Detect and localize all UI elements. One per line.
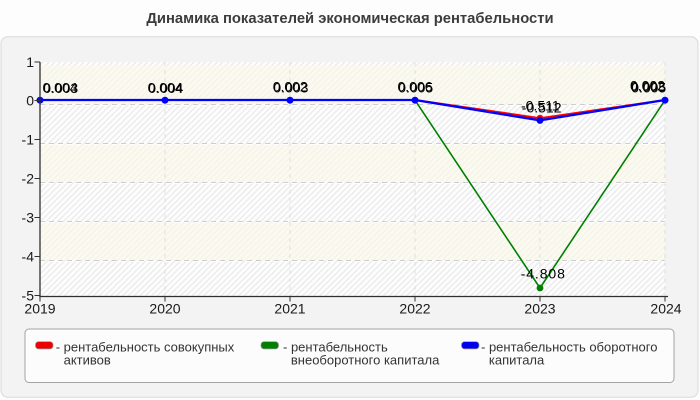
svg-text:0.003: 0.003: [43, 80, 78, 96]
svg-text:капитала: капитала: [489, 353, 545, 368]
svg-text:1: 1: [26, 54, 34, 70]
svg-text:2020: 2020: [149, 300, 180, 316]
svg-text:-3: -3: [22, 209, 35, 225]
svg-text:0.002: 0.002: [630, 78, 665, 94]
svg-text:2023: 2023: [524, 300, 555, 316]
svg-text:Динамика показателей экономиче: Динамика показателей экономическая рента…: [146, 11, 553, 27]
svg-text:активов: активов: [64, 353, 111, 368]
svg-text:0.006: 0.006: [398, 79, 433, 95]
svg-text:0.004: 0.004: [148, 80, 183, 96]
svg-text:-2: -2: [22, 170, 35, 186]
svg-text:0.003: 0.003: [631, 79, 666, 95]
svg-text:-1: -1: [22, 131, 35, 147]
svg-text:- рентабельность оборотного: - рентабельность оборотного: [481, 340, 657, 355]
svg-text:-4.808: -4.808: [521, 265, 566, 281]
svg-text:- рентабельность: - рентабельность: [283, 340, 388, 355]
svg-text:0: 0: [26, 92, 34, 108]
svg-text:2021: 2021: [274, 300, 305, 316]
svg-text:0.002: 0.002: [273, 79, 308, 95]
svg-text:-4: -4: [22, 248, 35, 264]
svg-text:2024: 2024: [650, 300, 681, 316]
svg-text:2019: 2019: [24, 300, 55, 316]
svg-text:внеоборотного капитала: внеоборотного капитала: [291, 353, 440, 368]
svg-text:0.004: 0.004: [148, 79, 183, 95]
svg-text:0.004: 0.004: [43, 79, 78, 95]
svg-text:-5: -5: [22, 287, 35, 303]
svg-text:-0.511: -0.511: [521, 97, 560, 113]
svg-text:0.005: 0.005: [631, 79, 666, 95]
svg-text:0.003: 0.003: [273, 80, 308, 96]
svg-text:- рентабельность совокупных: - рентабельность совокупных: [56, 340, 235, 355]
svg-text:0.005: 0.005: [398, 80, 433, 96]
svg-text:-0.512: -0.512: [522, 99, 562, 115]
svg-text:2022: 2022: [399, 300, 430, 316]
